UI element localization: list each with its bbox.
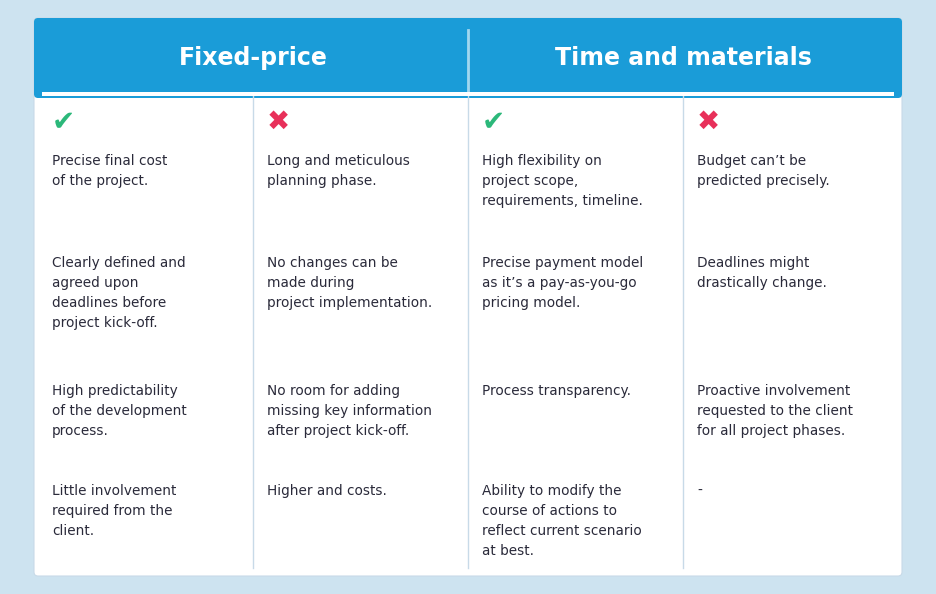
Text: Long and meticulous
planning phase.: Long and meticulous planning phase. [267, 154, 410, 188]
Text: ✖: ✖ [697, 108, 720, 136]
Text: -: - [697, 484, 702, 498]
Text: Little involvement
required from the
client.: Little involvement required from the cli… [52, 484, 176, 538]
Bar [468, 86, 898, 94]
FancyBboxPatch shape [464, 18, 902, 98]
Text: No room for adding
missing key information
after project kick-off.: No room for adding missing key informati… [267, 384, 432, 438]
Text: High predictability
of the development
process.: High predictability of the development p… [52, 384, 187, 438]
Text: Process transparency.: Process transparency. [482, 384, 631, 398]
Text: Proactive involvement
requested to the client
for all project phases.: Proactive involvement requested to the c… [697, 384, 853, 438]
Text: ✖: ✖ [267, 108, 290, 136]
Text: ✔: ✔ [482, 108, 505, 136]
Text: No changes can be
made during
project implementation.: No changes can be made during project im… [267, 256, 432, 310]
FancyBboxPatch shape [34, 18, 902, 576]
Text: Budget can’t be
predicted precisely.: Budget can’t be predicted precisely. [697, 154, 829, 188]
Text: Precise payment model
as it’s a pay-as-you-go
pricing model.: Precise payment model as it’s a pay-as-y… [482, 256, 643, 310]
Text: Deadlines might
drastically change.: Deadlines might drastically change. [697, 256, 826, 290]
Text: ✔: ✔ [52, 108, 75, 136]
Text: Precise final cost
of the project.: Precise final cost of the project. [52, 154, 168, 188]
Text: Higher and costs.: Higher and costs. [267, 484, 387, 498]
Text: Fixed-price: Fixed-price [179, 46, 328, 70]
Text: High flexibility on
project scope,
requirements, timeline.: High flexibility on project scope, requi… [482, 154, 643, 208]
Bar [42, 92, 894, 96]
Bar [38, 86, 468, 94]
Text: Clearly defined and
agreed upon
deadlines before
project kick-off.: Clearly defined and agreed upon deadline… [52, 256, 185, 330]
Text: Ability to modify the
course of actions to
reflect current scenario
at best.: Ability to modify the course of actions … [482, 484, 642, 558]
FancyBboxPatch shape [34, 18, 472, 98]
Text: Time and materials: Time and materials [554, 46, 812, 70]
